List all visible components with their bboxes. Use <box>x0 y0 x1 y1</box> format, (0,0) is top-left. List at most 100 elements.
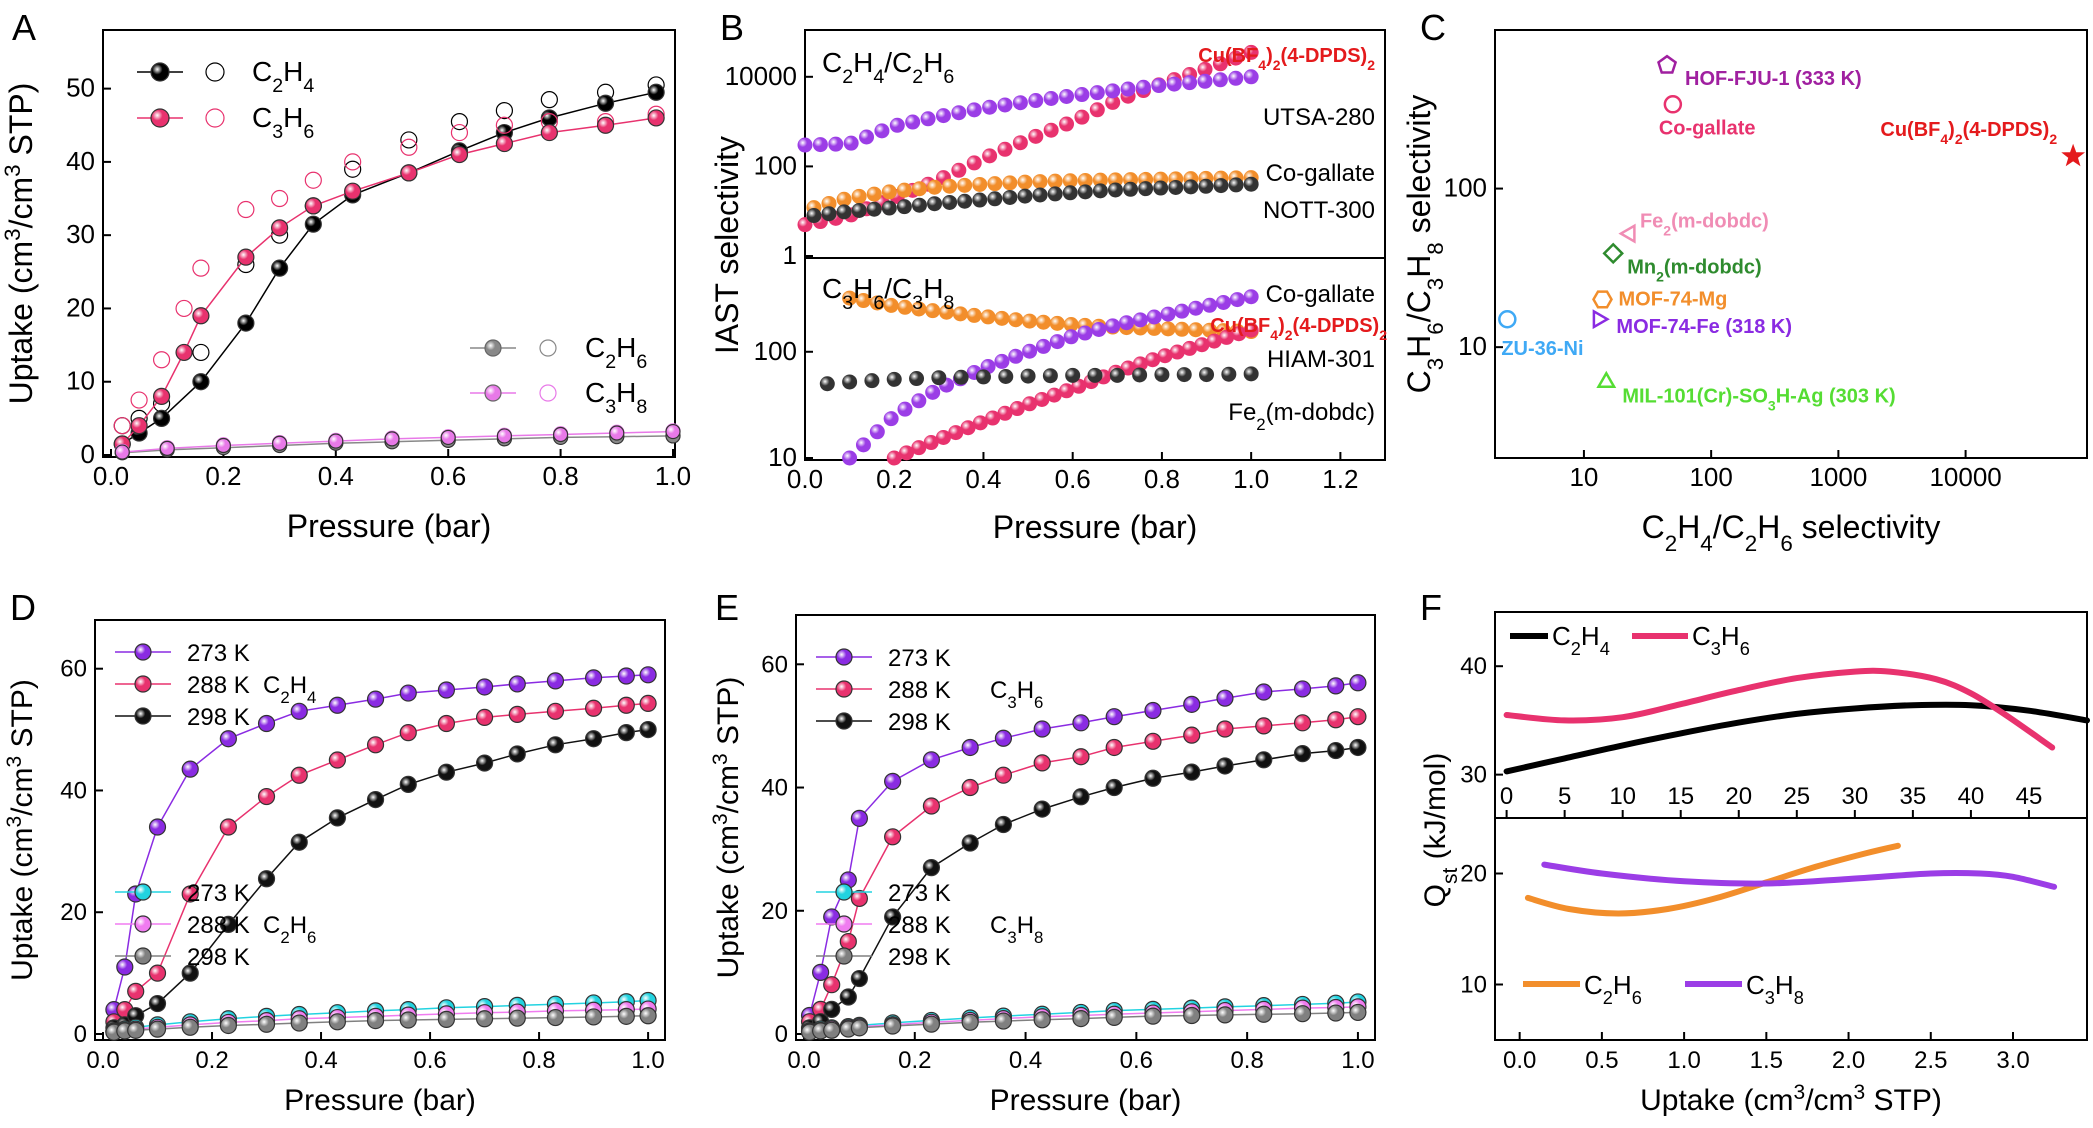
text-run: 3 <box>709 813 732 825</box>
x-tick-label: 0.6 <box>413 1047 446 1074</box>
legend-marker <box>835 915 853 933</box>
adsorption-point <box>344 182 362 200</box>
data-point <box>922 797 941 815</box>
text-run: C <box>1552 621 1571 651</box>
data-point <box>1216 1006 1234 1024</box>
text-run: H-Ag (303 K) <box>1776 385 1896 407</box>
data-point <box>148 818 167 836</box>
data-point <box>1293 680 1312 698</box>
desorption-point <box>400 131 418 149</box>
data-point <box>219 818 237 836</box>
data-point <box>181 1018 199 1036</box>
data-point <box>896 199 912 215</box>
point-label: ZU-36-Ni <box>1501 338 1583 360</box>
data-point <box>437 1010 456 1028</box>
text-run: st <box>1439 868 1462 885</box>
x-tick-label: 0.0 <box>787 1047 820 1074</box>
legend-marker <box>835 648 853 666</box>
series-curve <box>1524 842 1901 917</box>
y-tick-label: 20 <box>60 899 87 926</box>
data-point <box>328 696 346 714</box>
legend-marker <box>835 680 853 698</box>
data-point <box>1151 78 1167 94</box>
data-point <box>1596 370 1617 389</box>
legend-marker <box>134 915 152 933</box>
text-run: C <box>263 912 280 939</box>
adsorption-point <box>552 426 569 443</box>
data-point <box>366 1012 385 1030</box>
adsorption-point <box>647 109 665 127</box>
data-point <box>148 964 167 982</box>
data-point <box>1349 674 1367 692</box>
legend-marker <box>835 947 853 965</box>
x-tick-label: 0.4 <box>318 461 354 491</box>
data-point <box>961 738 979 757</box>
text-run: 4 <box>1700 531 1712 556</box>
data-point <box>1032 187 1048 203</box>
point-label: MOF-74-Fe (318 K) <box>1616 316 1792 338</box>
data-point <box>927 179 943 195</box>
panel-letter: D <box>10 587 36 628</box>
x-tick-label: 0.8 <box>543 461 579 491</box>
data-point <box>1197 73 1213 89</box>
data-point <box>850 969 868 988</box>
x-tick-label: 1.2 <box>1322 464 1358 494</box>
data-point <box>911 181 927 197</box>
data-point <box>1063 317 1079 333</box>
data-point <box>1657 54 1678 74</box>
legend-label: 273 K <box>888 645 951 672</box>
text-run: 4 <box>1258 57 1266 73</box>
y-tick-label: 20 <box>761 898 788 925</box>
data-point <box>1166 76 1182 92</box>
data-point <box>290 702 308 720</box>
data-point <box>975 369 991 385</box>
text-run: 8 <box>636 396 647 418</box>
data-point <box>864 373 880 389</box>
x-tick-label: 25 <box>1783 783 1810 810</box>
data-point <box>1182 340 1198 356</box>
data-point <box>909 371 925 387</box>
series-curve <box>1541 861 2058 890</box>
data-point <box>1091 321 1107 337</box>
x-tick-label: 20 <box>1725 783 1752 810</box>
data-point <box>148 994 167 1013</box>
x-axis-label: Pressure (bar) <box>993 509 1198 545</box>
data-point <box>127 1021 145 1039</box>
data-point <box>951 162 967 178</box>
data-point <box>1074 109 1090 125</box>
data-point <box>1062 173 1078 189</box>
data-point <box>1138 181 1154 197</box>
data-point <box>850 889 868 908</box>
data-point <box>1229 292 1245 308</box>
text-run: Pressure (bar) <box>284 1084 476 1117</box>
text-run: C <box>1746 970 1765 1000</box>
data-point <box>1183 726 1201 744</box>
x-tick-label: 0.5 <box>1585 1047 1618 1074</box>
panel-letter: C <box>1420 7 1446 48</box>
data-point <box>821 195 837 211</box>
x-tick-label: 0.0 <box>86 1047 119 1074</box>
text-run: Mn <box>1627 256 1656 278</box>
desorption-point <box>344 153 362 171</box>
text-run: MIL-101(Cr)-SO <box>1622 385 1768 407</box>
data-point <box>972 192 988 208</box>
data-point <box>1132 312 1148 328</box>
data-point <box>874 123 890 139</box>
x-tick-label: 0.2 <box>898 1047 931 1074</box>
data-point <box>961 778 979 797</box>
data-point <box>1255 683 1273 701</box>
legend-label: 273 K <box>187 880 250 907</box>
data-point <box>911 440 927 456</box>
group-label: C2H4 <box>263 672 316 707</box>
text-run: ) <box>1948 119 1955 141</box>
data-point <box>1243 366 1259 382</box>
data-point <box>972 415 988 431</box>
x-tick-label: 1.0 <box>1233 464 1269 494</box>
y-axis-label: C3H6/C3H8 selectivity <box>1401 95 1448 394</box>
data-point <box>1212 72 1228 88</box>
data-point <box>1049 334 1065 350</box>
text-run: H <box>616 377 636 408</box>
data-point <box>987 176 1003 192</box>
text-run: (kJ/mol) <box>1419 753 1452 868</box>
text-run: STP) <box>6 679 39 756</box>
